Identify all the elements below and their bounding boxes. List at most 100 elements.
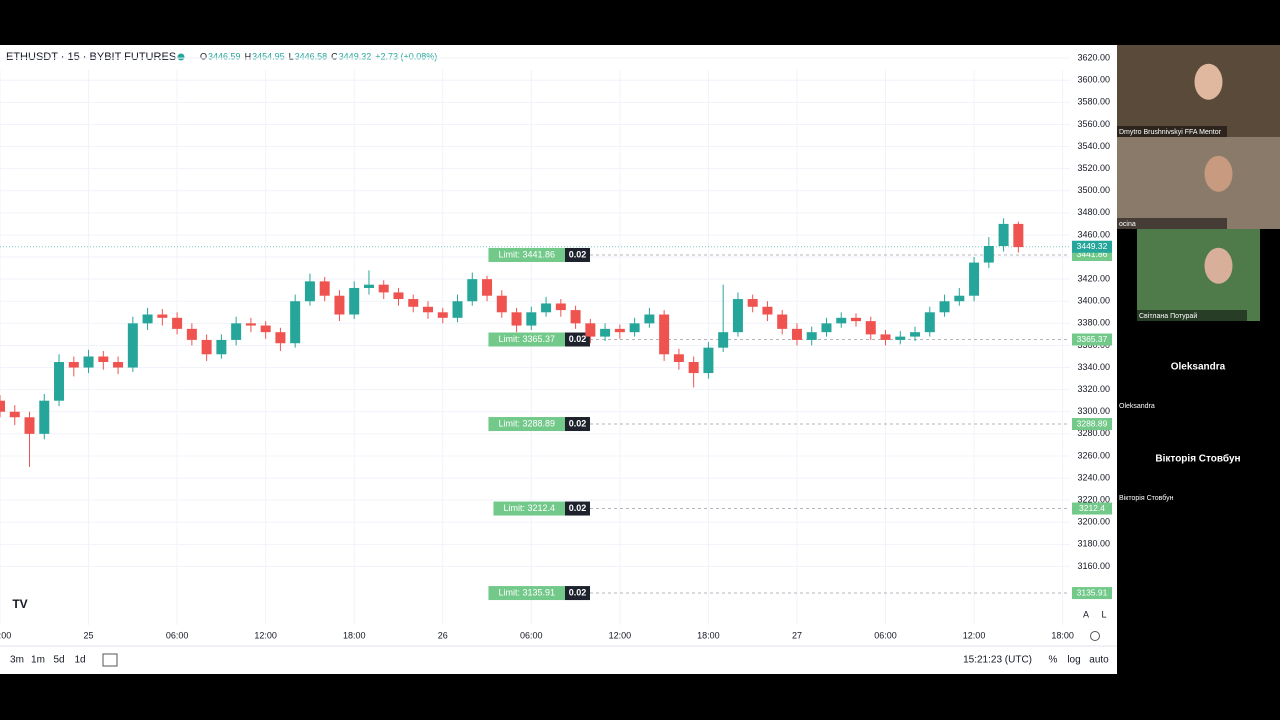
candle-body: [437, 312, 448, 318]
status-dot: [177, 53, 185, 61]
candle-body: [614, 328, 625, 333]
candle-body: [127, 323, 138, 368]
scale-option[interactable]: log: [1067, 655, 1080, 666]
order-box[interactable]: [493, 501, 565, 516]
candle-body: [378, 284, 389, 293]
participant-name[interactable]: Oleksandra: [1171, 362, 1226, 373]
candle-body: [851, 317, 861, 322]
order-qty-box[interactable]: [565, 332, 590, 347]
candle-body: [172, 317, 183, 329]
candle-body: [969, 262, 980, 296]
y-tick-label: 3520.00: [1077, 163, 1110, 173]
y-tick-label: 3260.00: [1077, 450, 1110, 460]
candle-body: [585, 323, 596, 337]
candle-body: [245, 323, 256, 326]
candle-body: [39, 400, 50, 434]
x-tick-label: 18:00: [697, 630, 720, 640]
candle-body: [68, 362, 79, 368]
order-axis-label: 3441.86: [1077, 249, 1108, 259]
candle-body: [482, 279, 493, 296]
order-qty: 0.02: [569, 503, 587, 513]
candle-body: [24, 417, 35, 434]
ohlc-key: O: [200, 51, 207, 61]
y-tick-label: 3600.00: [1077, 75, 1110, 85]
candle-body: [541, 303, 552, 313]
order-label: Limit: 3441.86: [498, 249, 555, 259]
participant-caption: Dmytro Brushnivskyi FFA Mentor: [1119, 129, 1222, 136]
participant-name[interactable]: Вікторія Стовбун: [1155, 453, 1240, 465]
order-axis-label: 3212.4: [1079, 503, 1105, 513]
candle-body: [806, 332, 817, 340]
ohlc-key: L: [289, 51, 294, 61]
scale-button[interactable]: A: [1083, 609, 1089, 619]
video-feed[interactable]: [1137, 229, 1260, 321]
order-box[interactable]: [488, 332, 565, 347]
range-button[interactable]: 1m: [31, 655, 45, 666]
ohlc-value: 3446.59: [208, 51, 241, 61]
candle-body: [9, 411, 20, 418]
order-qty-box[interactable]: [565, 586, 590, 601]
candle-body: [791, 328, 802, 340]
order-qty: 0.02: [569, 587, 587, 597]
video-person: [1204, 247, 1233, 284]
symbol: ETHUSDT · 15 · BYBIT FUTURES: [6, 51, 176, 63]
candle-body: [526, 312, 537, 326]
y-tick-label: 3180.00: [1077, 539, 1110, 549]
x-tick-label: 27: [792, 630, 802, 640]
range-button[interactable]: 3m: [10, 655, 24, 666]
order-label: Limit: 3212.4: [503, 503, 555, 513]
video-person: [1204, 155, 1233, 192]
y-tick-label: 3620.00: [1077, 53, 1110, 63]
candle-body: [924, 312, 935, 333]
candle-body: [334, 295, 345, 315]
order-qty-box[interactable]: [565, 247, 590, 262]
candle-body: [747, 299, 758, 307]
candle-body: [98, 356, 109, 363]
range-button[interactable]: 5d: [53, 655, 64, 666]
scale-button[interactable]: L: [1101, 609, 1106, 619]
range-button[interactable]: 1d: [74, 655, 85, 666]
x-tick-label: 25: [84, 630, 94, 640]
candle-body: [688, 362, 699, 374]
order-axis-box: [1072, 502, 1112, 515]
x-tick-label: 12:00: [963, 630, 986, 640]
scale-option[interactable]: %: [1049, 655, 1058, 666]
y-tick-label: 3380.00: [1077, 318, 1110, 328]
candle-body: [349, 287, 360, 315]
order-label: Limit: 3365.37: [498, 334, 555, 344]
y-tick-label: 3240.00: [1077, 472, 1110, 482]
order-qty-box[interactable]: [565, 417, 590, 432]
candle-body: [216, 339, 227, 355]
candle-body: [275, 332, 286, 344]
candle-body: [983, 245, 994, 263]
x-tick-label: 12:00: [609, 630, 632, 640]
candle-body: [260, 325, 271, 333]
scale-option[interactable]: auto: [1089, 655, 1109, 666]
y-tick-label: 3420.00: [1077, 274, 1110, 284]
y-tick-label: 3580.00: [1077, 97, 1110, 107]
order-box[interactable]: [488, 417, 565, 432]
y-tick-label: 3300.00: [1077, 406, 1110, 416]
y-tick-label: 3540.00: [1077, 141, 1110, 151]
order-qty: 0.02: [569, 418, 587, 428]
order-box[interactable]: [488, 586, 565, 601]
candle-body: [629, 323, 640, 333]
participant-caption: ocina: [1119, 221, 1136, 228]
video-feed[interactable]: [1117, 137, 1280, 229]
calendar-icon[interactable]: [102, 653, 118, 667]
participant-caption: Вікторія Стовбун: [1119, 494, 1174, 502]
order-qty-box[interactable]: [565, 501, 590, 516]
candle-body: [393, 292, 404, 300]
x-tick-label: 12:00: [254, 630, 277, 640]
candle-body: [157, 314, 168, 318]
candle-body: [54, 362, 65, 401]
x-tick-label: 18:00: [343, 630, 366, 640]
settings-icon[interactable]: [1090, 631, 1100, 641]
x-tick-label: 26: [438, 630, 448, 640]
order-label: Limit: 3135.91: [498, 587, 555, 597]
candle-body: [762, 306, 773, 315]
candle-body: [659, 314, 670, 355]
order-box[interactable]: [488, 247, 565, 262]
